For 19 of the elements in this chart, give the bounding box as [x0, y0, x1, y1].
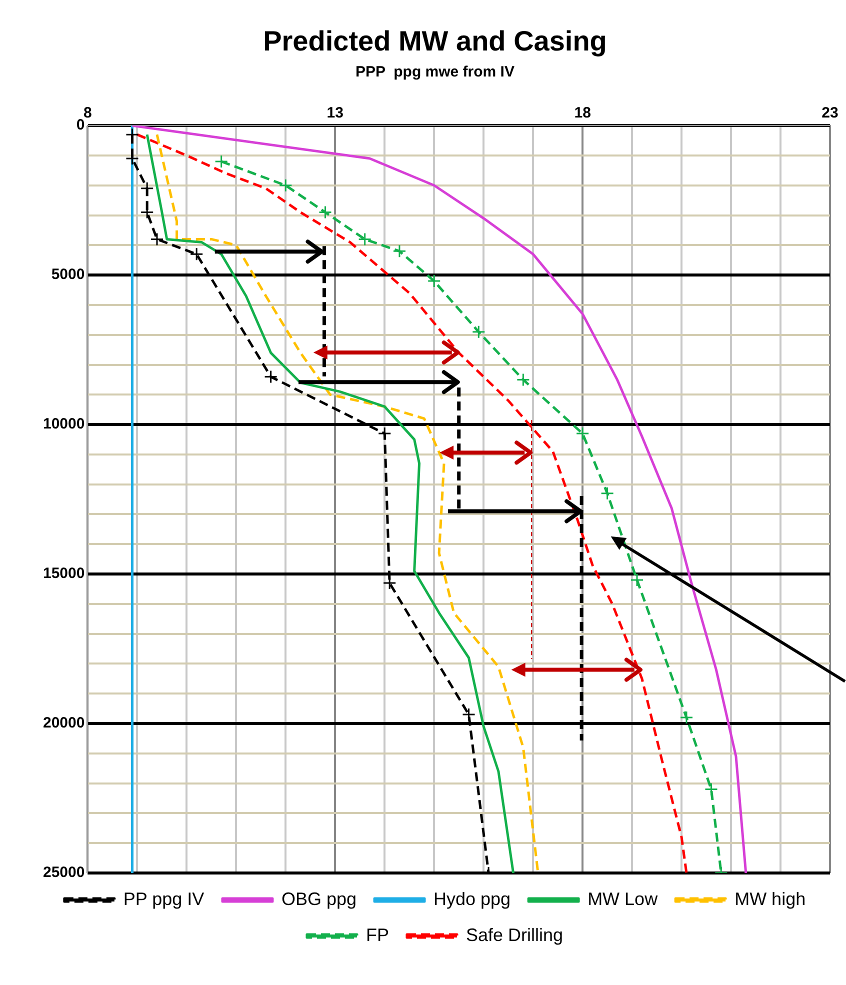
legend-label: FP: [366, 924, 389, 945]
y-tick-label: 25000: [42, 864, 85, 882]
x-tick-label: 18: [574, 104, 591, 122]
legend-label: Hydo ppg: [434, 888, 511, 909]
legend-label: MW high: [734, 888, 806, 909]
legend-label: MW Low: [588, 888, 659, 909]
y-tick-label: 0: [76, 116, 85, 134]
chart-subtitle: PPP ppg mwe from IV: [356, 64, 514, 81]
x-tick-label: 13: [326, 104, 344, 122]
x-tick-label: 23: [822, 104, 838, 122]
chart-title: Predicted MW and Casing: [263, 26, 607, 57]
y-tick-label: 15000: [42, 565, 85, 582]
legend-label: OBG ppg: [281, 888, 357, 909]
y-tick-label: 5000: [51, 266, 85, 284]
legend-label: Safe Drilling: [466, 924, 564, 945]
x-tick-label: 8: [84, 104, 92, 122]
legend-label: PP ppg IV: [123, 888, 204, 909]
y-tick-label: 20000: [42, 714, 85, 732]
y-tick-label: 10000: [42, 416, 85, 433]
